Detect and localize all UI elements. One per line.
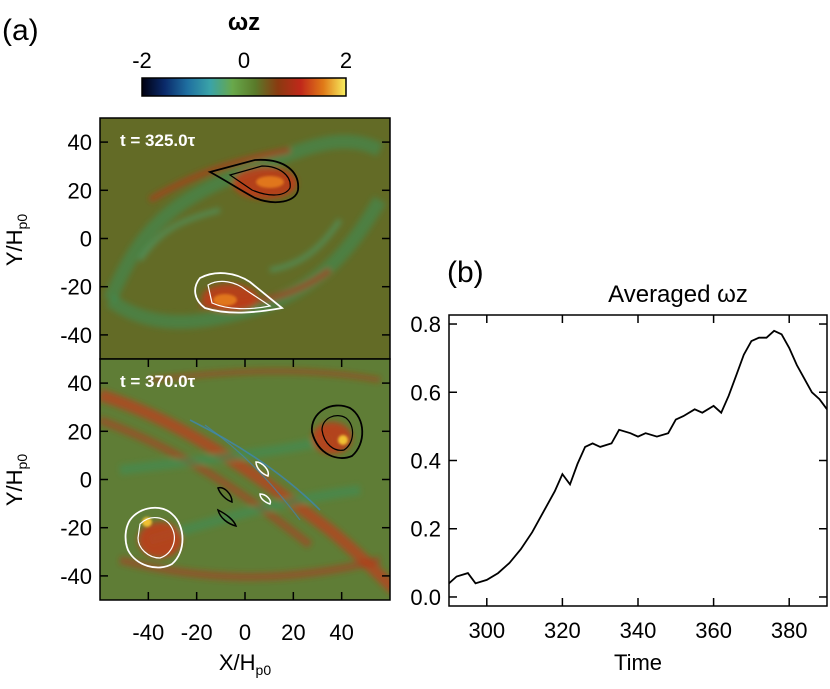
spiral-arms-bottom: [100, 368, 390, 594]
contour-black-bottom-small-1: [217, 486, 233, 504]
contour-black-bottom-small-2: [216, 508, 238, 528]
contour-white-top: [194, 272, 285, 314]
background-bottom: [100, 359, 390, 600]
contour-black-bottom-inner: [321, 415, 354, 451]
panel-a-label: (a): [2, 14, 39, 47]
yaxis-bottom: 40 20 0 -20 -40: [60, 371, 390, 589]
ylabel-bottom: Y/Hp0: [2, 454, 30, 506]
ytick-label: 40: [68, 371, 92, 396]
ytick-label: 0: [80, 468, 92, 493]
ytick-label: -40: [60, 564, 92, 589]
ytick-label: 0: [80, 227, 92, 252]
b-ytick-label: 0.8: [410, 312, 441, 337]
line-chart-axes: 0.0 0.2 0.4 0.6 0.8 300 320 340 360 380: [410, 312, 827, 643]
vortex-cores-top: [213, 176, 284, 306]
xaxis-bottom: -40 -20 0 20 40: [132, 359, 354, 645]
contour-white-top-inner: [207, 280, 272, 310]
spiral-arms-top: [103, 134, 387, 329]
filament-blue-bottom: [189, 419, 321, 511]
ytick-label: 40: [68, 130, 92, 155]
subplot-top: t = 325.0τ 40 20 0 -20 -40 Y/Hp0: [2, 117, 391, 360]
b-xtick-label: 360: [695, 618, 732, 643]
b-ytick-label: 0.0: [410, 585, 441, 610]
xtick-label: -40: [132, 620, 164, 645]
line-chart: 0.0 0.2 0.4 0.6 0.8 300 320 340 360 380 Time: [410, 312, 828, 675]
xtick-label: 0: [239, 620, 251, 645]
filament-blue-bottom-2: [204, 424, 301, 521]
xtick-label: -20: [181, 620, 213, 645]
contour-white-bottom: [124, 506, 184, 569]
vorticity-map-top: [100, 118, 390, 359]
contour-black-bottom: [311, 404, 364, 459]
colorbar-tick-min: -2: [132, 48, 152, 73]
colorbar-title: ωz: [228, 9, 260, 36]
time-label-top: t = 325.0τ: [120, 131, 196, 150]
line-chart-title: Averaged ωz: [608, 281, 748, 308]
ytick-label: 20: [68, 178, 92, 203]
ytick-label: 20: [68, 419, 92, 444]
contour-white-bottom-small-2: [259, 493, 272, 505]
colorbar-tick-max: 2: [340, 48, 352, 73]
colorbar-gradient: [141, 77, 347, 97]
subplot-bottom: t = 370.0τ 40 20 0 -20 -40 -40 -20 0 20 40 Y/Hp0…: [2, 358, 391, 678]
colorbar-tick-mid: 0: [238, 48, 250, 73]
colorbar: ωz -2 0 2: [132, 9, 352, 97]
ytick-label: -40: [60, 323, 92, 348]
series-line-averaged-omega: [449, 329, 827, 585]
b-ytick-label: 0.4: [410, 449, 441, 474]
xlabel-bottom: X/Hp0: [219, 650, 271, 678]
b-xtick-label: 300: [468, 618, 505, 643]
contour-white-bottom-inner: [137, 517, 175, 559]
vortex-cores-bottom: [142, 435, 348, 527]
contour-black-top: [207, 159, 299, 204]
contour-black-top-inner: [228, 165, 291, 196]
line-chart-xlabel: Time: [614, 650, 662, 675]
xtick-label: 40: [329, 620, 353, 645]
time-label-bottom: t = 370.0τ: [120, 372, 196, 391]
line-chart-frame: [448, 314, 828, 607]
b-xtick-label: 340: [620, 618, 657, 643]
vorticity-map-bottom: [100, 359, 390, 600]
b-ytick-label: 0.6: [410, 380, 441, 405]
contour-white-bottom-small-1: [255, 461, 270, 477]
panel-b-label: (b): [447, 256, 484, 289]
ytick-label: -20: [60, 275, 92, 300]
b-ytick-label: 0.2: [410, 517, 441, 542]
xtick-label: 20: [281, 620, 305, 645]
ylabel-top: Y/Hp0: [2, 214, 30, 266]
b-xtick-label: 320: [544, 618, 581, 643]
yaxis-top: 40 20 0 -20 -40: [60, 130, 390, 348]
ytick-label: -20: [60, 516, 92, 541]
b-xtick-label: 380: [771, 618, 808, 643]
